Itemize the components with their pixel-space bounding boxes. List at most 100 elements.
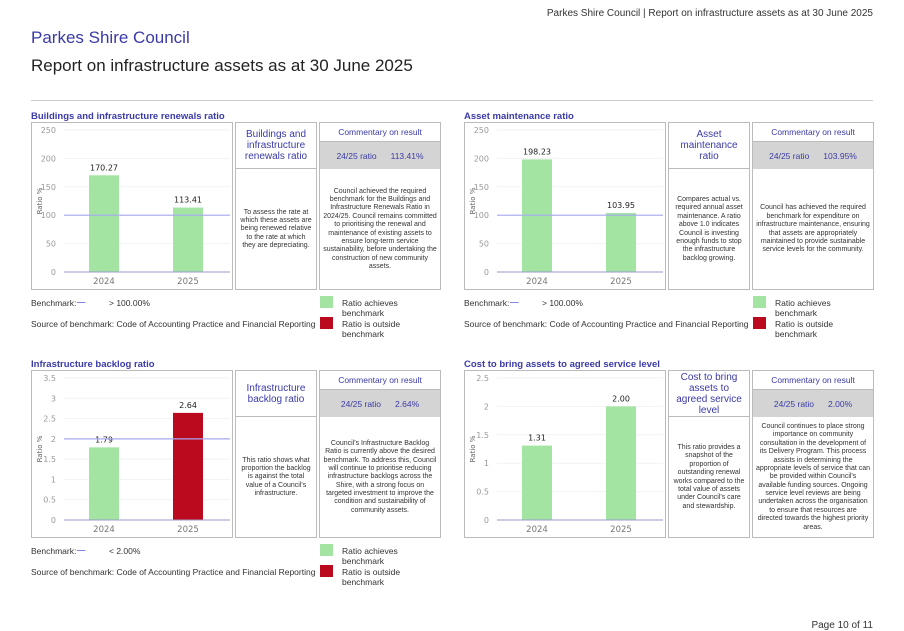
legend-outside: Ratio is outside benchmark <box>342 567 401 587</box>
y-tick-label: 3 <box>51 394 56 403</box>
data-label: 103.95 <box>607 201 635 210</box>
legend-achieves: Ratio achieves benchmark <box>342 546 398 566</box>
y-tick-label: 2 <box>51 435 56 444</box>
x-tick-label: 2025 <box>177 525 199 535</box>
ratio-panel: Cost to bring assets to agreed service l… <box>464 360 874 538</box>
data-label: 170.27 <box>90 163 118 172</box>
y-tick-label: 2.5 <box>476 374 489 383</box>
y-tick-label: 0.5 <box>43 496 56 505</box>
bar-chart: 0 50 100 150 200 250 Ratio % 170.27 2024 113.41 20… <box>31 122 233 290</box>
ratio-panel: Buildings and infrastructure renewals ra… <box>31 111 441 339</box>
x-tick-label: 2024 <box>93 277 115 287</box>
x-tick-label: 2024 <box>93 525 115 535</box>
commentary-box: Commentary on result 24/25 ratio 2.64% Co… <box>319 370 441 538</box>
ratio-description-box: Infrastructure backlog ratio This ratio … <box>235 370 317 538</box>
page-number: Page 10 of 11 <box>811 620 873 631</box>
ratio-description-box: Buildings and infrastructure renewals ra… <box>235 122 317 290</box>
running-header: Parkes Shire Council | Report on infrast… <box>546 8 873 19</box>
benchmark-line-icon: — <box>77 545 86 555</box>
legend-achieves: Ratio achieves benchmark <box>775 298 831 318</box>
ratio-name: Buildings and infrastructure renewals ra… <box>236 123 316 169</box>
x-tick-label: 2025 <box>610 277 632 287</box>
commentary-header: Commentary on result <box>320 123 440 142</box>
commentary-text: Council continues to place strong import… <box>756 422 871 531</box>
y-tick-label: 100 <box>474 211 489 220</box>
y-tick-label: 0.5 <box>476 488 489 497</box>
x-tick-label: 2025 <box>610 525 632 535</box>
page-title: Report on infrastructure assets as at 30… <box>31 56 413 75</box>
commentary-header: Commentary on result <box>753 371 873 390</box>
data-label: 113.41 <box>174 196 202 205</box>
data-label: 1.31 <box>528 434 546 443</box>
commentary-header: Commentary on result <box>320 371 440 390</box>
y-axis-label: Ratio % <box>36 187 44 214</box>
data-label: 2.64 <box>179 401 197 410</box>
data-label: 198.23 <box>523 147 551 156</box>
benchmark-label: Benchmark: <box>31 298 77 308</box>
ratio-value: 113.41% <box>390 150 424 161</box>
legend-outside: Ratio is outside benchmark <box>775 319 834 339</box>
y-axis-label: Ratio % <box>36 435 44 462</box>
x-tick-label: 2025 <box>177 277 199 287</box>
benchmark-value: > 100.00% <box>542 298 583 308</box>
ratio-result: 24/25 ratio 103.95% <box>753 142 873 169</box>
ratio-value: 103.95% <box>823 150 857 161</box>
ratio-description-box: Asset maintenance ratio Compares actual … <box>668 122 750 290</box>
ratio-label: 24/25 ratio <box>336 150 377 161</box>
ratio-description: To assess the rate at which these assets… <box>240 208 312 250</box>
ratio-panel: Asset maintenance ratio 0 50 100 150 200 250 R… <box>464 111 874 339</box>
ratio-description: This ratio provides a snapshot of the pr… <box>673 443 745 510</box>
benchmark-value: < 2.00% <box>109 546 141 556</box>
benchmark-source: Source of benchmark: Code of Accounting … <box>31 319 316 329</box>
ratio-label: 24/25 ratio <box>769 150 810 161</box>
commentary-text: Council has achieved the required benchm… <box>756 204 870 254</box>
achieves-swatch <box>753 296 766 308</box>
commentary-box: Commentary on result 24/25 ratio 2.00% Co… <box>752 370 874 538</box>
commentary-header: Commentary on result <box>753 123 873 142</box>
y-tick-label: 50 <box>479 240 489 249</box>
panel-title: Buildings and infrastructure renewals ra… <box>31 111 225 122</box>
bar <box>522 445 552 520</box>
y-tick-label: 3.5 <box>43 374 56 383</box>
y-tick-label: 250 <box>474 126 489 135</box>
bar-chart: 0 0.5 1 1.5 2 2.5 3 3.5 Ratio % 1.79 2024 2.64 2025 <box>31 370 233 538</box>
y-axis-label: Ratio % <box>469 435 477 462</box>
y-tick-label: 0 <box>51 516 56 525</box>
panel-title: Cost to bring assets to agreed service l… <box>464 359 660 370</box>
y-tick-label: 2 <box>484 402 489 411</box>
benchmark-line-icon: — <box>510 297 519 307</box>
ratio-description: Compares actual vs. required annual asse… <box>675 195 743 262</box>
outside-swatch <box>320 565 333 577</box>
legend: Benchmark: — > 100.00% Ratio achieves be… <box>464 290 874 339</box>
benchmark-source: Source of benchmark: Code of Accounting … <box>464 319 749 329</box>
x-tick-label: 2024 <box>526 277 548 287</box>
y-tick-label: 150 <box>474 183 489 192</box>
x-tick-label: 2024 <box>526 525 548 535</box>
benchmark-value: > 100.00% <box>109 298 150 308</box>
y-tick-label: 0 <box>484 516 489 525</box>
legend-outside: Ratio is outside benchmark <box>342 319 401 339</box>
outside-swatch <box>320 317 333 329</box>
legend: Benchmark: — > 100.00% Ratio achieves be… <box>31 290 441 339</box>
ratio-value: 2.00% <box>828 398 853 409</box>
panel-title: Asset maintenance ratio <box>464 111 574 122</box>
council-name: Parkes Shire Council <box>31 28 190 47</box>
ratio-value: 2.64% <box>395 398 420 409</box>
achieves-swatch <box>320 296 333 308</box>
y-tick-label: 0 <box>484 268 489 277</box>
benchmark-source: Source of benchmark: Code of Accounting … <box>31 567 316 577</box>
commentary-text: Council's Infrastructure Backlog Ratio i… <box>323 439 437 514</box>
bar <box>606 406 636 520</box>
bar <box>173 412 203 520</box>
ratio-result: 24/25 ratio 113.41% <box>320 142 440 169</box>
ratio-name: Cost to bring assets to agreed service l… <box>669 371 749 417</box>
y-tick-label: 0 <box>51 268 56 277</box>
y-tick-label: 1.5 <box>476 431 489 440</box>
data-label: 2.00 <box>612 394 630 403</box>
bar <box>89 175 119 272</box>
y-tick-label: 250 <box>41 126 56 135</box>
outside-swatch <box>753 317 766 329</box>
y-tick-label: 150 <box>41 183 56 192</box>
ratio-panel: Infrastructure backlog ratio 0 0.5 1 1.5 2 2.… <box>31 360 441 587</box>
benchmark-label: Benchmark: <box>31 546 77 556</box>
